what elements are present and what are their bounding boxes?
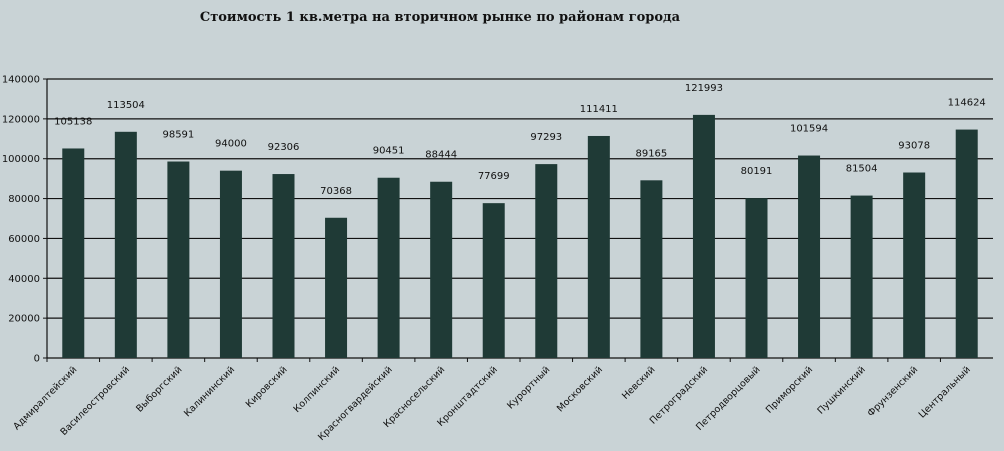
data-label: 93078 [898, 141, 930, 152]
data-label: 88444 [425, 150, 457, 161]
x-tick-label: Калининский [182, 364, 237, 419]
y-tick-label: 80000 [8, 194, 40, 205]
data-label: 89165 [635, 148, 667, 159]
y-tick-label: 40000 [8, 274, 40, 285]
bar [692, 114, 715, 358]
y-tick-label: 140000 [2, 75, 40, 86]
bar [430, 181, 453, 358]
data-label: 80191 [741, 166, 773, 177]
bar [114, 131, 137, 358]
data-labels: 105138 113504 98591 94000 92306 70368 90451 884… [54, 83, 986, 197]
data-label: 90451 [373, 146, 405, 157]
data-label: 101594 [790, 124, 828, 135]
bar [482, 203, 505, 358]
bar [745, 198, 768, 358]
x-tick-label: Выборгский [134, 364, 184, 414]
x-tick-label: Пушкинский [815, 364, 867, 416]
x-tick-label: Кировский [244, 364, 290, 410]
bar [219, 170, 242, 358]
y-tick-label: 120000 [2, 114, 40, 125]
y-tick-label: 100000 [2, 154, 40, 165]
x-tick-label: Московский [555, 364, 605, 414]
y-tick-label: 60000 [8, 234, 40, 245]
bar [640, 180, 663, 358]
bar [955, 129, 978, 358]
data-label: 97293 [530, 132, 562, 143]
data-label: 92306 [268, 142, 300, 153]
chart-title: Стоимость 1 кв.метра на вторичном рынке … [200, 10, 681, 25]
bars [62, 114, 978, 358]
data-label: 114624 [948, 98, 986, 109]
bar [798, 155, 821, 358]
y-tick-label: 0 [34, 354, 40, 365]
y-tick-labels: 0 20000 40000 60000 80000 100000 120000 140000 [2, 75, 40, 365]
bar [850, 195, 873, 358]
x-tick-label: Приморский [764, 364, 815, 415]
x-tick-label: Фрунзенский [866, 364, 921, 419]
bar [377, 177, 400, 358]
data-label: 94000 [215, 139, 247, 150]
data-label: 113504 [107, 100, 145, 111]
x-tick-label: Курортный [505, 364, 552, 411]
bar [535, 164, 558, 358]
axes [43, 78, 993, 362]
y-tick-label: 20000 [8, 314, 40, 325]
bar [325, 217, 348, 358]
gridlines [47, 78, 993, 319]
x-tick-label: Невский [620, 364, 657, 401]
bar [272, 174, 295, 358]
data-label: 105138 [54, 116, 92, 127]
data-label: 81504 [846, 164, 878, 175]
data-label: 77699 [478, 171, 510, 182]
data-label: 111411 [580, 104, 618, 115]
data-label: 98591 [162, 130, 194, 141]
data-label: 121993 [685, 83, 723, 94]
x-tick-label: Центральный [917, 364, 973, 420]
bar [587, 135, 610, 358]
x-tick-label: Колпинский [292, 364, 343, 415]
bar [167, 161, 190, 358]
bar [62, 148, 85, 358]
bar [903, 172, 926, 358]
data-label: 70368 [320, 186, 352, 197]
